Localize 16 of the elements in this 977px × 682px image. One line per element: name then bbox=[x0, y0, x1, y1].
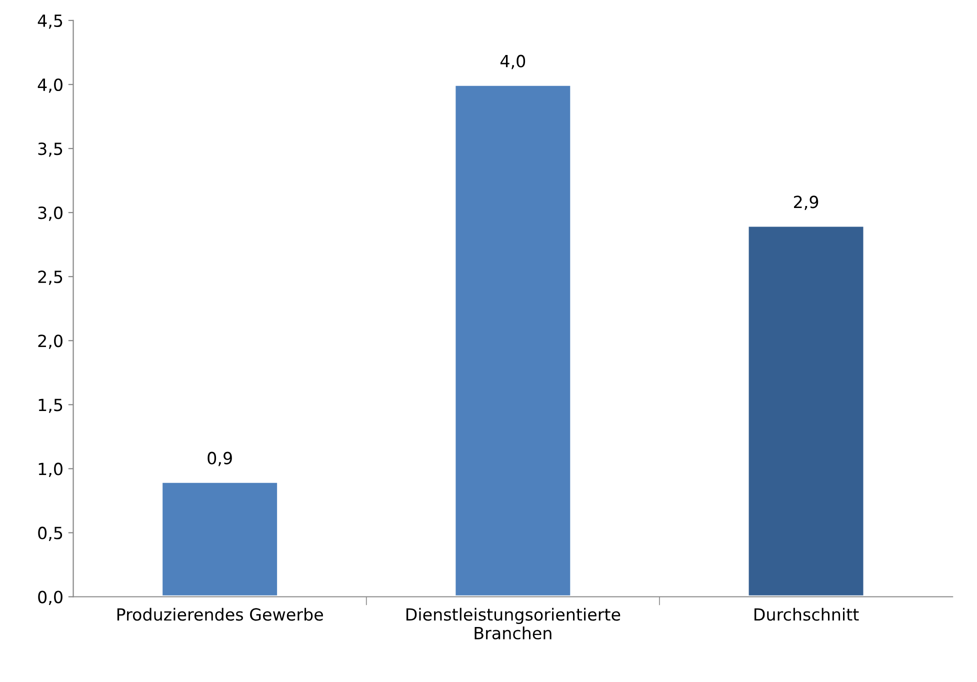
y-tick-label: 1,5 bbox=[38, 398, 62, 413]
data-label: 0,9 bbox=[208, 452, 232, 466]
y-tick-label: 0,0 bbox=[38, 590, 62, 606]
x-tick-label: Produzierendes Gewerbe bbox=[117, 608, 323, 621]
data-label: 4,0 bbox=[500, 54, 526, 70]
y-tick-label: 0,5 bbox=[38, 526, 62, 541]
y-tick-label: 3,0 bbox=[38, 206, 62, 221]
y-tick-label: 1,0 bbox=[38, 462, 62, 477]
data-label: 2,9 bbox=[794, 196, 818, 210]
y-tick-label: 2,5 bbox=[38, 270, 62, 285]
y-tick-label: 4,0 bbox=[38, 78, 62, 93]
y-tick-label: 2,0 bbox=[38, 334, 62, 349]
x-tick-label: Durchschnitt bbox=[754, 608, 859, 621]
y-tick-label: 4,5 bbox=[38, 14, 62, 29]
x-tick-label: Dienstleistungsorientierte Branchen bbox=[406, 608, 620, 640]
y-tick-label: 3,5 bbox=[38, 142, 62, 157]
